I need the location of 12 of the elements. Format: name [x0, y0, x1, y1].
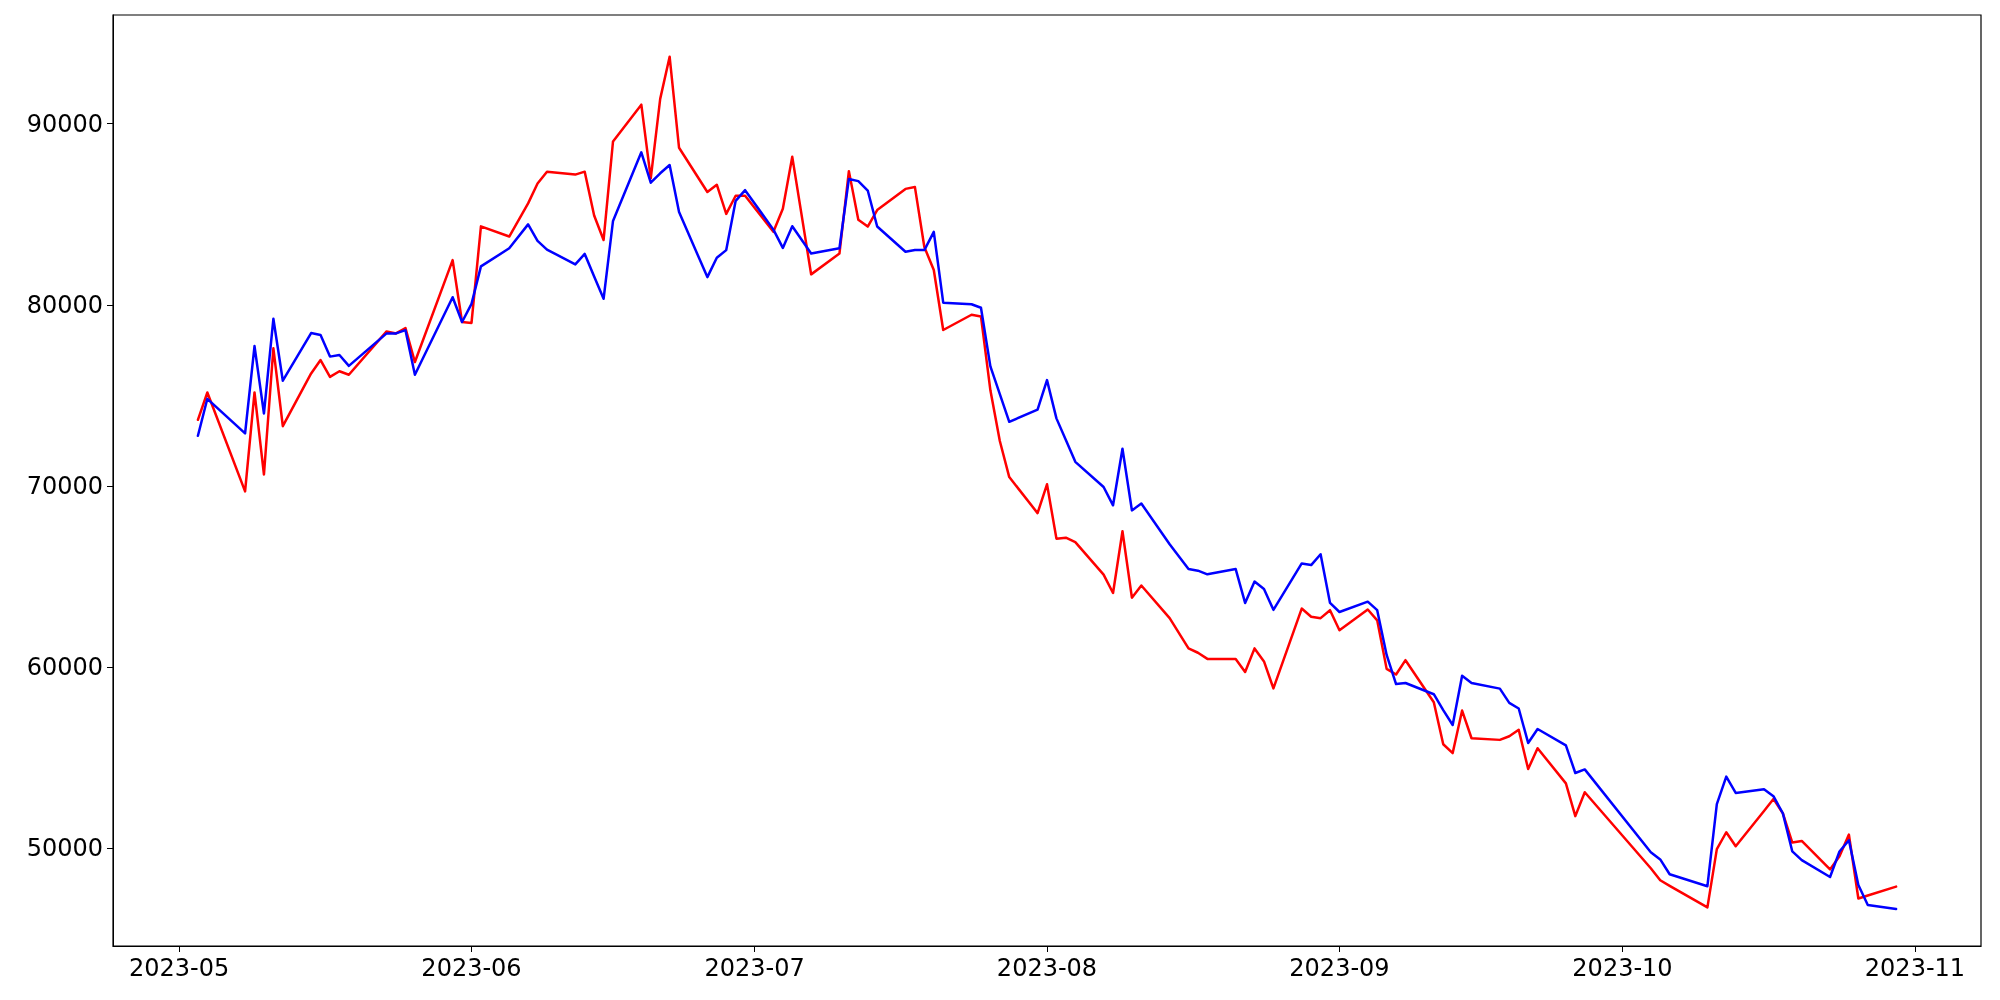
y-tick-label: 60000: [26, 653, 103, 682]
x-tick-label: 2023-06: [421, 954, 522, 982]
y-tick-label: 50000: [26, 834, 103, 863]
y-tick-label: 80000: [26, 290, 103, 319]
x-tick-label: 2023-10: [1572, 954, 1673, 982]
x-tick-label: 2023-11: [1864, 954, 1966, 982]
y-tick-label: 70000: [26, 471, 103, 500]
x-tick-label: 2023-08: [996, 954, 1098, 982]
x-tick-label: 2023-09: [1289, 954, 1390, 982]
y-tick-label: 90000: [26, 109, 103, 138]
x-tick-label: 2023-05: [128, 954, 230, 982]
x-tick-label: 2023-07: [704, 954, 805, 982]
